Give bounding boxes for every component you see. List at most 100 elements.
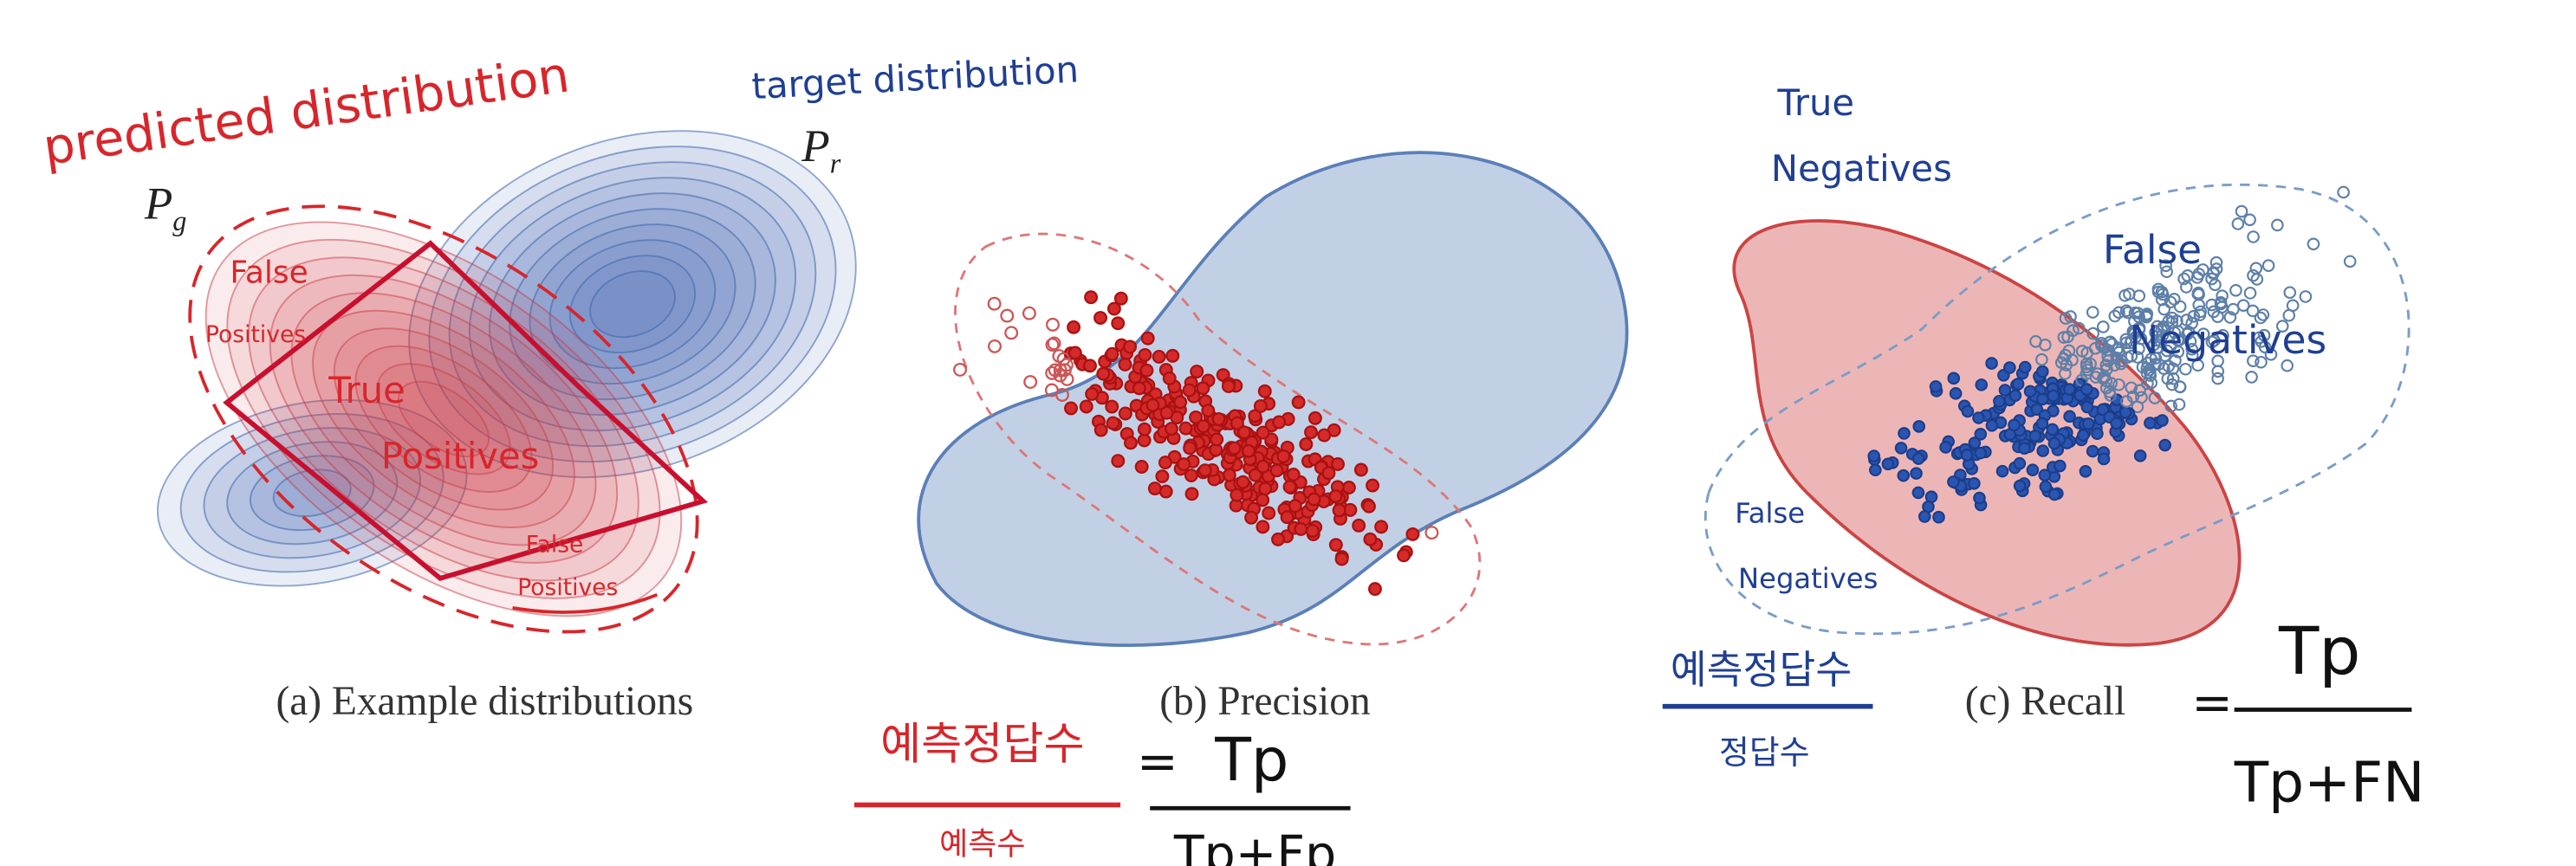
target-point-missed — [2135, 391, 2148, 404]
target-point-missed — [2057, 331, 2071, 344]
target-point-missed — [2126, 325, 2140, 338]
target-point-missed — [2209, 278, 2222, 292]
predicted-point — [1137, 433, 1152, 448]
target-point-missed — [2125, 381, 2138, 395]
target-point-missed — [2062, 344, 2076, 358]
target-point-missed — [2096, 320, 2110, 333]
target-point-covered — [2018, 442, 2031, 455]
target-point-covered — [2054, 459, 2067, 473]
predicted-point — [1067, 320, 1081, 334]
predicted-point — [1147, 481, 1162, 496]
red-contour — [269, 274, 619, 564]
target-point-covered — [2038, 469, 2052, 482]
predicted-point-outside — [1022, 306, 1036, 320]
blue-contour — [589, 270, 676, 339]
predicted-point — [1331, 457, 1345, 471]
predicted-point — [1321, 466, 1336, 481]
target-point-covered — [1947, 372, 1961, 385]
formula-denominator: Tp+Fp — [1173, 825, 1336, 866]
target-point-missed — [2286, 299, 2300, 313]
formula-denominator-text: 정답수 — [1719, 734, 1810, 772]
target-point-covered — [1911, 486, 1925, 500]
predicted-point-outside — [1004, 326, 1019, 340]
predicted-point — [1173, 395, 1188, 410]
target-point-missed — [2247, 268, 2260, 282]
target-point-missed — [2235, 204, 2248, 218]
predicted-point — [1248, 468, 1262, 482]
target-point-covered — [1917, 510, 1931, 523]
target-point-missed — [2128, 307, 2142, 320]
target-point-missed — [2245, 371, 2258, 384]
red-contour — [204, 221, 683, 617]
target-point-covered — [2119, 405, 2132, 419]
predicted-point — [1210, 432, 1224, 447]
equals: = — [2191, 675, 2233, 732]
predicted-point — [1405, 527, 1420, 541]
predicted-point — [1257, 384, 1272, 398]
target-point-covered — [1995, 464, 2009, 478]
target-point-missed — [2191, 359, 2204, 372]
target-point-covered — [2080, 400, 2094, 414]
predicted-point-outside — [1000, 308, 1015, 323]
predicted-point-outside — [1048, 363, 1062, 378]
predicted-point — [1177, 457, 1191, 472]
target-point-missed — [2281, 359, 2294, 372]
predicted-point — [1332, 503, 1346, 518]
target-point-missed — [2067, 324, 2080, 338]
target-point-missed — [2187, 310, 2201, 323]
target-point-missed — [2179, 362, 2192, 376]
predicted-point — [1352, 518, 1366, 533]
formula-numerator: Tp — [1214, 727, 1288, 795]
target-point-missed — [2185, 343, 2199, 356]
predicted-point — [1105, 346, 1119, 361]
predicted-point — [1105, 399, 1119, 414]
predicted-point — [1184, 487, 1199, 501]
predicted-point — [1374, 520, 1389, 534]
predicted-point — [1343, 502, 1358, 517]
target-point-missed — [2112, 341, 2125, 355]
predicted-point — [1137, 422, 1152, 436]
panel-b — [917, 151, 1629, 648]
predicted-point — [1134, 460, 1149, 474]
target-point-missed — [2166, 362, 2180, 375]
target-point-missed — [2307, 237, 2320, 251]
predicted-point — [1084, 290, 1099, 305]
target-point-covered — [2096, 403, 2110, 417]
target-point-missed — [2155, 293, 2169, 307]
false-negatives-label: False Negatives — [2103, 227, 2326, 363]
target-point-covered — [2063, 410, 2076, 423]
predicted-point — [1307, 492, 1321, 507]
target-point-covered — [2047, 488, 2061, 501]
panel-a — [156, 130, 857, 634]
predicted-point — [1256, 425, 1270, 440]
target-point-covered — [1881, 457, 1895, 471]
target-point-missed — [2059, 312, 2073, 325]
target-point-covered — [1949, 387, 1963, 400]
target-point-missed — [2080, 360, 2093, 373]
target-point-missed — [2108, 309, 2122, 323]
pg-symbol: Pg — [144, 179, 187, 236]
target-point-covered — [2097, 452, 2111, 466]
predicted-point — [1183, 441, 1197, 456]
target-point-missed — [2207, 266, 2220, 280]
target-point-missed — [2133, 384, 2146, 397]
target-point-missed — [2177, 272, 2190, 286]
target-point-covered — [1924, 490, 1938, 504]
target-point-missed — [2185, 316, 2198, 330]
predicted-point-outside — [1060, 358, 1074, 372]
target-point-missed — [2249, 262, 2263, 275]
target-point-missed — [2157, 320, 2170, 333]
target-point-covered — [2080, 383, 2093, 396]
target-point-covered — [2110, 417, 2123, 430]
caption: (c) Recall — [1965, 679, 2126, 724]
target-point-covered — [2144, 417, 2157, 430]
target-point-missed — [2247, 230, 2260, 243]
predicted-point — [1165, 348, 1180, 363]
predicted-point-outside — [1044, 383, 1059, 397]
false-positives-label: False Positives — [517, 531, 618, 600]
predicted-point — [1256, 520, 1270, 534]
predicted-point — [1286, 468, 1301, 481]
target-point-covered — [2008, 418, 2021, 432]
target-point-covered — [1975, 378, 1989, 391]
